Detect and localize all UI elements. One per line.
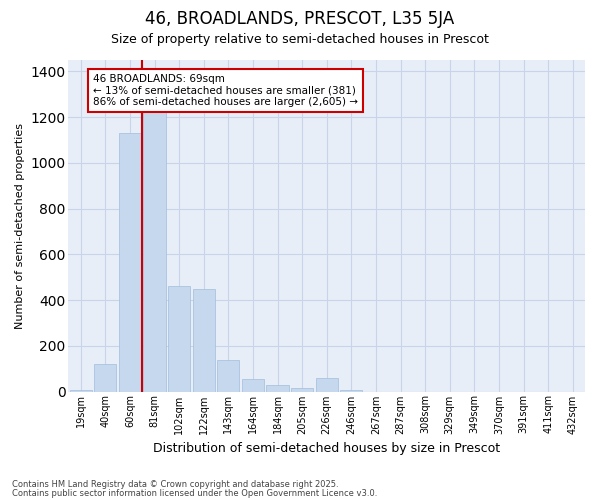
Bar <box>94 364 116 392</box>
Bar <box>143 92 166 392</box>
Bar <box>217 360 239 392</box>
Bar <box>340 390 362 392</box>
Bar <box>168 286 190 392</box>
X-axis label: Distribution of semi-detached houses by size in Prescot: Distribution of semi-detached houses by … <box>153 442 500 455</box>
Bar <box>193 288 215 392</box>
Text: Size of property relative to semi-detached houses in Prescot: Size of property relative to semi-detach… <box>111 32 489 46</box>
Bar <box>291 388 313 392</box>
Text: Contains HM Land Registry data © Crown copyright and database right 2025.: Contains HM Land Registry data © Crown c… <box>12 480 338 489</box>
Bar <box>316 378 338 392</box>
Bar <box>70 390 92 392</box>
Text: Contains public sector information licensed under the Open Government Licence v3: Contains public sector information licen… <box>12 488 377 498</box>
Text: 46, BROADLANDS, PRESCOT, L35 5JA: 46, BROADLANDS, PRESCOT, L35 5JA <box>145 10 455 28</box>
Bar <box>242 379 264 392</box>
Bar <box>119 133 141 392</box>
Text: 46 BROADLANDS: 69sqm
← 13% of semi-detached houses are smaller (381)
86% of semi: 46 BROADLANDS: 69sqm ← 13% of semi-detac… <box>93 74 358 107</box>
Y-axis label: Number of semi-detached properties: Number of semi-detached properties <box>15 123 25 329</box>
Bar <box>266 384 289 392</box>
